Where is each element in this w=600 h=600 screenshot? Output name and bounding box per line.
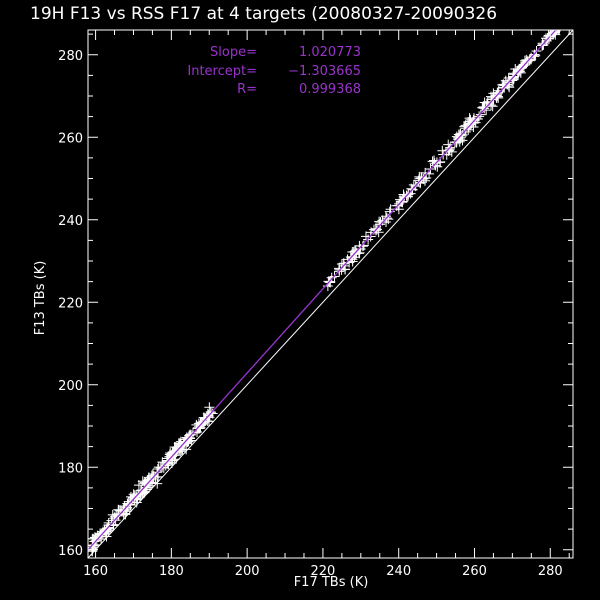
data-point-487 (542, 33, 553, 44)
data-point-303 (397, 197, 408, 208)
chart-title: 19H F13 vs RSS F17 at 4 targets (2008032… (30, 4, 497, 24)
stat-label: R= (237, 82, 257, 97)
y-tick-label: 200 (58, 379, 83, 394)
data-point-271 (393, 204, 404, 215)
y-axis-label: F13 TBs (K) (33, 261, 48, 336)
stat-label: Slope= (210, 45, 257, 60)
data-point-163 (129, 490, 140, 501)
data-point-261 (326, 272, 337, 283)
data-point-98 (204, 402, 215, 413)
data-point-296 (358, 240, 369, 251)
data-point-289 (325, 276, 336, 287)
plot-axes (87, 29, 574, 559)
data-point-312 (370, 223, 381, 234)
data-point-185 (195, 417, 206, 428)
data-point-219 (131, 497, 142, 508)
data-point-207 (185, 429, 196, 440)
data-point-462 (558, 30, 560, 34)
y-tick-label: 260 (58, 131, 83, 146)
stat-value: 1.020773 (299, 45, 361, 60)
data-point-368 (427, 156, 438, 167)
x-tick-label: 260 (462, 564, 487, 579)
regression-stats: Slope= 1.020773 Intercept= −1.303665 R= 0.999… (187, 45, 361, 97)
data-point-265 (406, 183, 417, 194)
data-point-309 (336, 264, 347, 275)
data-point-164 (152, 478, 163, 489)
data-point-277 (405, 188, 416, 199)
data-point-428 (446, 146, 457, 157)
data-point-362 (479, 103, 490, 114)
y-tick-label: 220 (58, 296, 83, 311)
data-point-311 (420, 167, 431, 178)
x-tick-label: 180 (159, 564, 184, 579)
x-tick-label: 200 (235, 564, 260, 579)
stat-value: 0.999368 (299, 82, 361, 97)
plot-frame (87, 29, 574, 559)
data-point-206 (169, 442, 180, 453)
data-point-218 (205, 406, 216, 417)
data-point-169 (155, 462, 166, 473)
data-point-476 (558, 30, 560, 34)
x-tick-label: 160 (83, 564, 108, 579)
data-point-404 (457, 135, 468, 146)
data-point-403 (491, 93, 502, 104)
data-point-204 (97, 526, 108, 537)
data-point-400 (474, 111, 485, 122)
data-point-197 (157, 457, 168, 468)
data-point-180 (109, 513, 120, 524)
x-axis-label: F17 TBs (K) (294, 575, 369, 590)
data-point-423 (492, 87, 503, 98)
y-tick-label: 280 (58, 49, 83, 64)
data-point-273 (338, 258, 349, 269)
x-tick-label: 220 (311, 564, 336, 579)
data-point-432 (554, 19, 564, 29)
y-tick-label: 240 (58, 214, 83, 229)
data-point-426 (460, 120, 471, 131)
data-point-470 (553, 19, 563, 29)
data-point-315 (413, 175, 424, 186)
data-point-415 (498, 82, 509, 93)
y-tick-label: 180 (58, 461, 83, 476)
data-point-208 (162, 457, 173, 468)
data-point-474 (514, 66, 525, 77)
x-tick-label: 240 (386, 564, 411, 579)
data-point-177 (153, 471, 164, 482)
data-point-313 (402, 191, 413, 202)
data-point-317 (375, 219, 386, 230)
data-point-369 (429, 158, 440, 169)
data-point-442 (556, 19, 566, 29)
data-point-357 (444, 145, 455, 156)
x-tick-label: 280 (538, 564, 563, 579)
data-point-189 (99, 527, 110, 538)
data-point-481 (517, 61, 528, 72)
data-point-419 (487, 101, 498, 112)
data-point-318 (398, 191, 409, 202)
regression-fit-line (88, 30, 557, 551)
y-tick-label: 160 (58, 544, 83, 559)
stat-value: −1.303665 (288, 64, 361, 79)
stat-label: Intercept= (187, 64, 257, 79)
data-point-316 (415, 177, 426, 188)
one-to-one-line (88, 30, 573, 558)
